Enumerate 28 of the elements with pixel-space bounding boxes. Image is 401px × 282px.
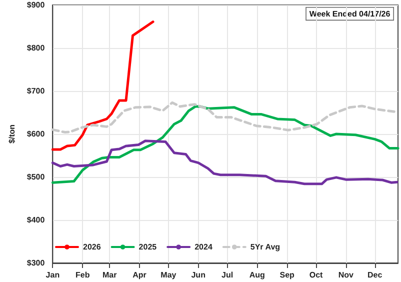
legend-label: 2024 xyxy=(194,242,213,252)
x-tick-label: Jun xyxy=(191,270,206,280)
x-tick-label: Nov xyxy=(338,270,354,280)
legend-label: 2026 xyxy=(83,242,102,252)
line-series xyxy=(51,140,398,186)
y-tick-label: $400 xyxy=(26,216,46,224)
x-tick-label: Mar xyxy=(102,270,117,280)
line-series xyxy=(51,101,396,134)
x-tick-label: Aug xyxy=(249,270,266,280)
y-tick-label: $700 xyxy=(26,86,46,96)
line-series xyxy=(51,20,154,151)
y-tick-label: $800 xyxy=(26,44,46,52)
legend-label: 2025 xyxy=(138,242,158,252)
y-tick-label: $300 xyxy=(26,258,46,268)
y-tick-label: $900 xyxy=(26,0,46,10)
x-tick-label: Feb xyxy=(75,270,90,280)
legend-label: 5Yr Avg xyxy=(250,242,280,252)
x-tick-label: May xyxy=(160,270,177,280)
x-tick-label: Oct xyxy=(309,270,324,280)
x-tick-label: Jan xyxy=(46,270,60,280)
x-tick-label: Apr xyxy=(132,270,146,280)
y-tick-label: $600 xyxy=(26,130,46,138)
x-tick-label: Dec xyxy=(368,270,383,280)
line-series xyxy=(51,105,400,184)
x-tick-label: Jul xyxy=(221,270,234,280)
x-tick-label: Sep xyxy=(280,270,295,280)
y-tick-label: $500 xyxy=(26,172,46,182)
y-axis-title: $/ton xyxy=(8,124,16,144)
